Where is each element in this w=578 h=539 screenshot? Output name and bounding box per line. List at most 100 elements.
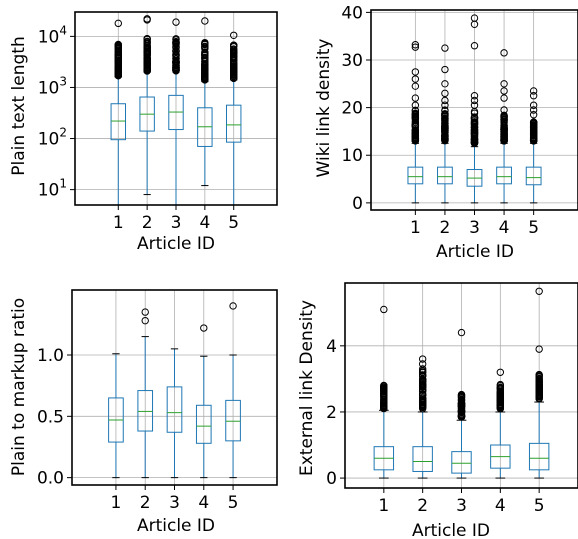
outlier-point bbox=[529, 131, 538, 139]
outlier-point bbox=[529, 101, 538, 109]
outlier-point bbox=[535, 385, 543, 393]
box-article-5 bbox=[528, 287, 550, 479]
outlier-point bbox=[411, 101, 420, 109]
outlier-point bbox=[470, 135, 479, 143]
subplot-plain-text-length: Plain text length Article ID 101 102 103 10… bbox=[9, 11, 278, 254]
outlier-point bbox=[470, 42, 479, 50]
x-tick-label: 5 bbox=[534, 496, 545, 516]
outlier-point bbox=[114, 52, 122, 61]
outlier-point bbox=[500, 137, 508, 145]
outlier-point bbox=[418, 379, 427, 388]
box-article-1 bbox=[373, 305, 395, 479]
x-tick-label: 1 bbox=[378, 496, 389, 516]
outlier-point bbox=[457, 411, 466, 420]
y-axis-label: External link Density bbox=[297, 300, 317, 476]
outlier-point bbox=[457, 395, 466, 404]
outlier-point bbox=[441, 96, 449, 105]
outlier-point bbox=[500, 80, 508, 88]
outlier-point bbox=[529, 123, 538, 131]
outlier-point bbox=[230, 70, 238, 78]
x-tick-label: 4 bbox=[198, 493, 209, 513]
outlier-point bbox=[201, 50, 209, 58]
outlier-point bbox=[457, 391, 466, 399]
iqr-box bbox=[137, 390, 154, 432]
plot-area bbox=[345, 283, 578, 488]
outlier-point bbox=[457, 328, 466, 337]
iqr-box bbox=[412, 446, 433, 472]
x-tick-label: 2 bbox=[142, 213, 153, 233]
outlier-point bbox=[141, 308, 149, 316]
outlier-point bbox=[418, 403, 427, 412]
outlier-point bbox=[201, 42, 209, 51]
outlier-point bbox=[441, 124, 449, 132]
outlier-point bbox=[496, 401, 505, 409]
x-tick-label: 3 bbox=[169, 493, 180, 513]
box-article-1 bbox=[407, 41, 424, 204]
outlier-point bbox=[500, 94, 508, 102]
iqr-box bbox=[226, 104, 242, 143]
box-article-1 bbox=[110, 19, 126, 206]
outlier-point bbox=[418, 368, 427, 376]
box-article-4 bbox=[490, 368, 511, 479]
box-article-5 bbox=[525, 87, 542, 204]
x-tick-label: 5 bbox=[228, 493, 239, 513]
y-axis-label: Wiki link density bbox=[314, 39, 334, 178]
outlier-point bbox=[418, 394, 427, 402]
outlier-point bbox=[143, 53, 151, 61]
outlier-point bbox=[457, 403, 466, 411]
outlier-point bbox=[470, 101, 479, 109]
plot-area bbox=[75, 12, 277, 206]
outlier-point bbox=[418, 355, 427, 363]
outlier-point bbox=[411, 43, 420, 51]
outlier-point bbox=[143, 49, 151, 58]
outlier-point bbox=[230, 31, 238, 39]
outlier-point bbox=[529, 135, 538, 143]
outlier-point bbox=[535, 287, 543, 295]
iqr-box bbox=[437, 166, 453, 185]
y-tick-label: 10 bbox=[341, 146, 363, 166]
outlier-point bbox=[230, 74, 238, 82]
outlier-point bbox=[470, 96, 479, 105]
iqr-box bbox=[528, 442, 550, 471]
outlier-point bbox=[529, 119, 538, 127]
x-tick-label: 2 bbox=[440, 218, 451, 238]
box-article-3 bbox=[168, 18, 184, 206]
iqr-box bbox=[110, 103, 126, 141]
outlier-point bbox=[418, 371, 427, 379]
y-tick-label: 103 bbox=[38, 74, 67, 98]
x-tick-label: 1 bbox=[410, 218, 421, 238]
outlier-point bbox=[441, 80, 449, 88]
outlier-point bbox=[143, 35, 151, 43]
x-axis-label: Article ID bbox=[137, 234, 215, 254]
outlier-point bbox=[500, 106, 508, 114]
box-article-4 bbox=[195, 324, 212, 479]
y-tick-label: 104 bbox=[38, 23, 67, 47]
outlier-point bbox=[470, 123, 479, 132]
outlier-point bbox=[500, 121, 508, 129]
box-article-4 bbox=[496, 49, 512, 204]
outlier-point bbox=[411, 41, 420, 49]
x-tick-label: 1 bbox=[113, 213, 124, 233]
outlier-point bbox=[172, 47, 180, 56]
outlier-point bbox=[470, 109, 479, 117]
outlier-point bbox=[441, 111, 449, 119]
outlier-point bbox=[411, 135, 420, 144]
outlier-point bbox=[114, 70, 122, 78]
outlier-point bbox=[496, 388, 505, 397]
outlier-point bbox=[470, 139, 479, 147]
outlier-point bbox=[535, 392, 543, 400]
box-article-3 bbox=[451, 328, 472, 479]
y-tick-label: 4 bbox=[326, 337, 337, 357]
outlier-point bbox=[470, 126, 479, 134]
y-tick-label: 0 bbox=[352, 194, 363, 214]
box-article-3 bbox=[166, 348, 183, 479]
iqr-box bbox=[496, 166, 512, 185]
box-article-1 bbox=[108, 353, 124, 479]
outlier-point bbox=[535, 345, 543, 353]
x-tick-label: 5 bbox=[228, 213, 239, 233]
y-tick-label: 30 bbox=[341, 51, 363, 71]
y-axis-label: Plain to markup ratio bbox=[9, 298, 29, 476]
outlier-point bbox=[411, 122, 420, 130]
outlier-point bbox=[418, 376, 427, 384]
outlier-point bbox=[496, 380, 505, 389]
